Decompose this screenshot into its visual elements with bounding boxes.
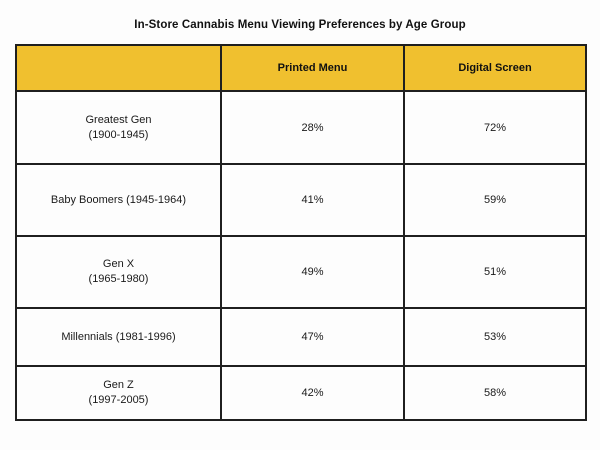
printed-menu-cell: 47%	[220, 307, 405, 367]
age-group-label: Greatest Gen	[85, 113, 152, 126]
table-row: Millennials (1981-1996) 47% 53%	[15, 307, 587, 367]
table-row: Greatest Gen (1900-1945) 28% 72%	[15, 90, 587, 165]
printed-menu-cell: 49%	[220, 235, 405, 309]
digital-screen-cell: 53%	[403, 307, 587, 367]
age-group-years: (1997-2005)	[88, 394, 149, 406]
age-group-years: (1900-1945)	[88, 128, 149, 141]
table-row: Baby Boomers (1945-1964) 41% 59%	[15, 163, 587, 237]
digital-screen-cell: 51%	[403, 235, 587, 309]
age-group-label: Millennials (1981-1996)	[61, 330, 176, 343]
age-group-cell: Baby Boomers (1945-1964)	[15, 163, 222, 237]
age-group-cell: Gen X (1965-1980)	[15, 235, 222, 309]
table-row: Gen Z (1997-2005) 42% 58%	[15, 365, 587, 421]
age-group-label: Baby Boomers (1945-1964)	[50, 193, 187, 206]
digital-screen-cell: 72%	[403, 90, 587, 165]
age-group-label: Gen Z	[103, 379, 134, 391]
age-group-cell: Greatest Gen (1900-1945)	[15, 90, 222, 165]
preferences-table: Printed Menu Digital Screen Greatest Gen…	[15, 44, 587, 421]
chart-title: In-Store Cannabis Menu Viewing Preferenc…	[134, 19, 466, 31]
digital-screen-cell: 59%	[403, 163, 587, 237]
column-header-digital-screen: Digital Screen	[403, 44, 587, 92]
age-group-cell: Gen Z (1997-2005)	[15, 365, 222, 421]
digital-screen-cell: 58%	[403, 365, 587, 421]
table-row: Gen X (1965-1980) 49% 51%	[15, 235, 587, 309]
header-row: Printed Menu Digital Screen	[15, 44, 587, 92]
age-group-years: (1965-1980)	[88, 273, 149, 285]
age-group-label: Gen X	[102, 258, 135, 270]
age-group-cell: Millennials (1981-1996)	[15, 307, 222, 367]
column-header-printed-menu: Printed Menu	[220, 44, 405, 92]
printed-menu-cell: 42%	[220, 365, 405, 421]
column-header-age-group	[15, 44, 222, 92]
printed-menu-cell: 41%	[220, 163, 405, 237]
printed-menu-cell: 28%	[220, 90, 405, 165]
